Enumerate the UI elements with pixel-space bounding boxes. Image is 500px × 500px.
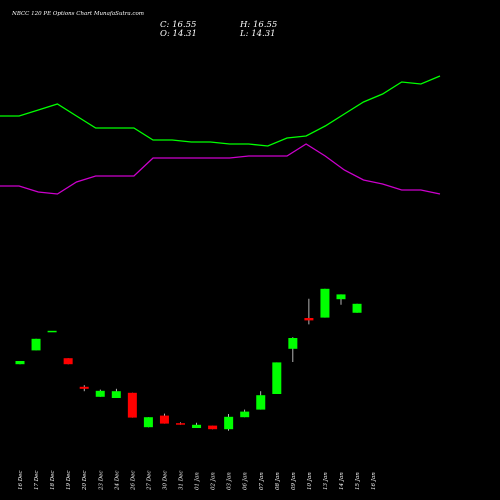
candle-body <box>47 330 57 333</box>
x-tick-label: 16 Dec <box>18 471 24 491</box>
x-tick-label: 23 Dec <box>98 471 104 492</box>
candle <box>127 392 137 418</box>
x-tick-label: 17 Dec <box>34 471 40 491</box>
candle-body <box>192 424 202 428</box>
x-tick-label: 14 Jan <box>339 472 345 490</box>
candle-body <box>288 338 298 349</box>
candle-body <box>15 361 25 365</box>
candle <box>288 337 298 362</box>
candle-body <box>127 392 137 418</box>
candle-body <box>79 386 89 389</box>
candle <box>159 413 169 424</box>
upper-band-line <box>0 75 441 147</box>
indicator-bands <box>0 75 441 195</box>
candle-body <box>31 338 41 351</box>
candle <box>111 388 121 398</box>
candle-body <box>320 288 330 318</box>
candle <box>15 361 25 365</box>
candle <box>224 414 234 431</box>
candle <box>95 389 105 397</box>
lower-band-line <box>0 143 441 195</box>
x-tick-label: 01 Jan <box>195 472 201 490</box>
candle <box>31 338 41 351</box>
candle-body <box>111 391 121 398</box>
x-tick-label: 31 Dec <box>179 471 185 491</box>
candle-body <box>159 415 169 424</box>
candle-body <box>224 416 234 430</box>
candle <box>47 330 57 333</box>
candle <box>336 294 346 305</box>
candle-body <box>336 294 346 300</box>
x-tick-label: 02 Jan <box>211 472 217 490</box>
candle <box>352 303 362 313</box>
x-tick-label: 10 Jan <box>307 472 313 490</box>
x-tick-label: 07 Jan <box>259 472 265 490</box>
open-value: O: 14.31 <box>160 29 197 39</box>
x-tick-label: 18 Dec <box>50 471 56 491</box>
x-tick-label: 15 Jan <box>355 472 361 490</box>
x-tick-label: 16 Jan <box>371 472 377 490</box>
candle <box>320 288 330 318</box>
candle-body <box>352 303 362 313</box>
candle-body <box>143 417 153 428</box>
high-value: H: 16.55 <box>239 20 277 30</box>
chart-title: NBCC 120 PE Options Chart MunafaSutra.co… <box>11 11 144 17</box>
candle <box>240 409 250 418</box>
candle <box>63 358 73 365</box>
x-tick-label: 30 Dec <box>162 471 168 491</box>
candle-body <box>304 318 314 321</box>
x-tick-label: 24 Dec <box>114 471 120 492</box>
x-tick-label: 09 Jan <box>291 472 297 490</box>
candle <box>272 362 282 394</box>
x-axis: 16 Dec 17 Dec 18 Dec 19 Dec 20 Dec 23 Dec 24 D… <box>18 471 377 492</box>
x-tick-label: 03 Jan <box>227 472 233 490</box>
candle <box>208 425 218 430</box>
x-tick-label: 27 Dec <box>146 471 152 492</box>
candle <box>79 385 89 392</box>
candle-body <box>176 423 185 425</box>
x-tick-label: 13 Jan <box>323 472 329 490</box>
x-tick-label: 19 Dec <box>66 471 72 491</box>
candle <box>192 422 202 428</box>
candle-body <box>256 395 266 410</box>
x-tick-label: 20 Dec <box>82 471 88 492</box>
x-tick-label: 08 Jan <box>275 472 281 490</box>
candle-body <box>240 411 250 418</box>
candles <box>15 288 362 431</box>
candle-body <box>95 390 105 397</box>
low-value: L: 14.31 <box>239 29 276 39</box>
candle-body <box>272 362 282 394</box>
candle <box>143 417 153 428</box>
candle <box>304 298 314 325</box>
x-tick-label: 06 Jan <box>243 472 249 490</box>
x-tick-label: 26 Dec <box>130 471 136 492</box>
close-value: C: 16.55 <box>160 20 196 30</box>
candle-body <box>63 358 73 365</box>
candle-body <box>208 425 218 430</box>
candle <box>176 422 185 425</box>
candle <box>256 391 266 410</box>
